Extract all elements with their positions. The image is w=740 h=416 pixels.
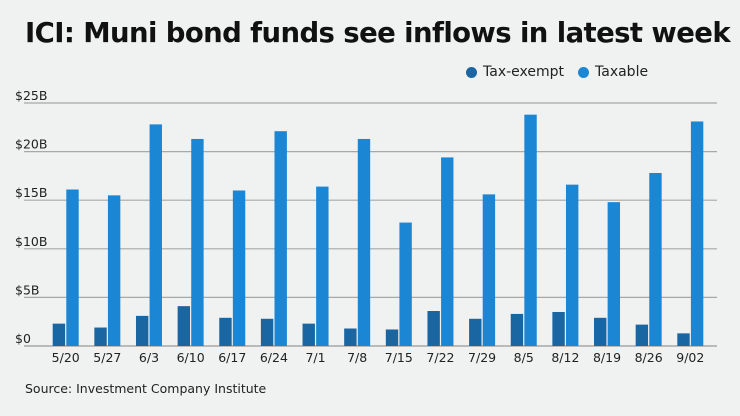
y-tick-label: $15B [15,185,47,200]
x-tick-label: 7/1 [305,350,325,365]
y-axis-ticks: $0 $5B $10B $15B $20B $25B [15,88,47,346]
bar-taxable-7-29 [482,194,496,346]
bar-tax-exempt-9-02 [677,333,690,346]
x-tick-label: 8/26 [635,350,663,365]
bar-taxable-6-17 [232,190,246,346]
legend: Tax-exempt Taxable [466,64,662,80]
bar-taxable-8-12 [565,184,579,346]
source-note: Source: Investment Company Institute [25,381,267,396]
gridlines [24,102,717,347]
x-tick-label: 8/5 [514,350,534,365]
bar-taxable-5-20 [66,189,79,346]
bar-taxable-7-15 [399,222,412,346]
bar-tax-exempt-6-17 [219,317,232,346]
bar-tax-exempt-8-19 [594,317,607,346]
bar-taxable-8-5 [524,114,537,346]
bars [52,114,704,346]
y-tick-label: $10B [15,234,47,249]
x-tick-label: 5/20 [52,350,80,365]
x-tick-label: 6/3 [139,350,159,365]
y-tick-label: $20B [15,137,47,152]
legend-item-taxable: Taxable [578,64,648,80]
x-tick-label: 8/19 [593,350,621,365]
legend-swatch-tax-exempt [466,66,477,78]
x-tick-label: 7/8 [347,350,367,365]
bar-tax-exempt-8-26 [635,324,649,346]
bar-taxable-5-27 [107,195,121,346]
bar-taxable-9-02 [690,121,704,346]
legend-item-tax-exempt: Tax-exempt [466,64,564,80]
bar-tax-exempt-5-27 [94,327,107,346]
bar-tax-exempt-7-15 [385,329,399,346]
bar-tax-exempt-6-24 [260,318,274,346]
bar-tax-exempt-7-22 [427,311,440,346]
legend-label-taxable: Taxable [595,64,649,80]
x-axis-ticks: 5/20 5/27 6/3 6/10 6/17 6/24 7/1 7/8 7/15 7/22 7/2… [52,350,705,365]
bar-taxable-6-3 [149,124,162,346]
bar-tax-exempt-6-3 [135,315,149,346]
bar-taxable-8-26 [649,172,662,346]
bar-taxable-7-8 [357,138,371,346]
bar-taxable-6-10 [191,138,204,346]
bar-taxable-8-19 [607,202,621,346]
x-tick-label: 7/15 [385,350,413,365]
bar-tax-exempt-7-1 [302,323,315,346]
bar-tax-exempt-8-5 [510,313,524,346]
x-tick-label: 8/12 [551,350,579,365]
x-tick-label: 7/29 [468,350,496,365]
x-tick-label: 5/27 [93,350,121,365]
x-tick-label: 7/22 [426,350,454,365]
bar-tax-exempt-7-29 [469,318,482,346]
legend-label-tax-exempt: Tax-exempt [483,64,564,80]
bar-taxable-6-24 [274,131,287,346]
y-tick-label: $5B [15,282,39,297]
chart-title: ICI: Muni bond funds see inflows in late… [25,17,731,49]
bar-taxable-7-1 [316,186,329,346]
x-tick-label: 6/10 [177,350,205,365]
y-tick-label: $0 [15,331,31,346]
x-tick-label: 6/24 [260,350,288,365]
bar-tax-exempt-6-10 [177,306,191,346]
y-tick-label: $25B [15,88,47,103]
legend-swatch-taxable [578,66,589,78]
bar-tax-exempt-5-20 [52,323,66,346]
x-tick-label: 9/02 [676,350,704,365]
bar-tax-exempt-8-12 [552,311,565,346]
bar-tax-exempt-7-8 [344,328,357,346]
bar-taxable-7-22 [441,157,454,346]
x-tick-label: 6/17 [218,350,246,365]
